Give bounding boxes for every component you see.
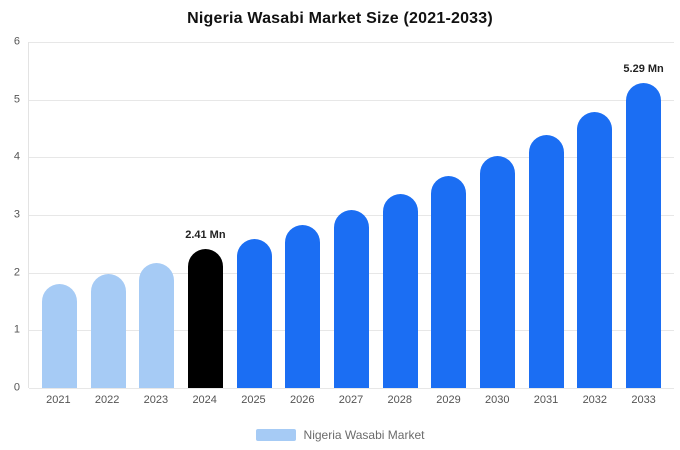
legend-swatch-icon [255, 429, 296, 441]
x-axis-label: 2028 [387, 394, 412, 406]
legend-item[interactable]: Nigeria Wasabi Market [0, 428, 680, 442]
bar-2032[interactable] [577, 111, 613, 388]
bar-slot [132, 42, 181, 388]
bar-2025[interactable] [236, 239, 272, 388]
y-axis-tick-label: 1 [13, 323, 20, 336]
y-axis-tick-label: 0 [13, 381, 20, 394]
bar-slot [35, 42, 84, 388]
gridline [29, 99, 674, 101]
bar-slot [473, 42, 522, 388]
bar-2024[interactable] [187, 249, 223, 388]
x-axis-label: 2024 [192, 394, 217, 406]
x-axis-labels: 2021 2022 2023 2024 2025 2026 2027 2028 2029 2030… [28, 394, 674, 406]
bar-slot [376, 42, 425, 388]
y-axis: 0 1 2 3 4 5 6 [0, 36, 24, 393]
bar-2033[interactable] [626, 82, 662, 388]
bar-slot [327, 42, 376, 388]
y-axis-tick-label: 5 [13, 93, 20, 106]
bar-slot: 2.41 Mn [181, 42, 230, 388]
bar-slot [230, 42, 279, 388]
x-axis-label: 2029 [436, 394, 461, 406]
gridline [29, 388, 674, 389]
bar-slot [278, 42, 327, 388]
bar-2028[interactable] [382, 194, 418, 388]
bar-2023[interactable] [139, 262, 175, 388]
bar-slot [571, 42, 620, 388]
chart-title: Nigeria Wasabi Market Size (2021-2033) [187, 10, 493, 27]
bar-slot: 5.29 Mn [619, 42, 668, 388]
gridline [29, 157, 674, 159]
x-axis-label: 2027 [338, 394, 364, 406]
bar-2026[interactable] [285, 225, 321, 388]
bar-2021[interactable] [41, 284, 77, 388]
y-axis-tick-label: 6 [13, 35, 20, 48]
bar-2031[interactable] [528, 134, 564, 388]
bar-2022[interactable] [90, 273, 126, 388]
x-axis-label: 2025 [241, 394, 266, 406]
legend-label: Nigeria Wasabi Market [303, 428, 425, 442]
bar-slot [425, 42, 474, 388]
x-axis-label: 2023 [143, 394, 169, 406]
data-label: 5.29 Mn [623, 62, 664, 75]
x-axis-label: 2022 [94, 394, 120, 406]
x-axis-label: 2033 [631, 394, 656, 406]
x-axis-label: 2021 [46, 394, 71, 406]
x-axis-label: 2032 [582, 394, 608, 406]
x-axis-label: 2030 [485, 394, 510, 406]
bar-slot [84, 42, 133, 388]
bar-2029[interactable] [431, 176, 467, 388]
bar-slot [522, 42, 571, 388]
gridline [29, 42, 674, 43]
x-axis-label: 2031 [533, 394, 559, 406]
y-axis-tick-label: 2 [13, 266, 20, 279]
data-label: 2.41 Mn [185, 229, 226, 242]
bar-2027[interactable] [333, 210, 369, 388]
plot-area: 2.41 Mn 5.29 Mn [28, 42, 674, 389]
bar-2030[interactable] [480, 156, 516, 388]
y-axis-tick-label: 4 [13, 150, 20, 163]
bars: 2.41 Mn 5.29 Mn [29, 42, 674, 388]
x-axis-label: 2026 [289, 394, 315, 406]
y-axis-tick-label: 3 [13, 208, 20, 221]
